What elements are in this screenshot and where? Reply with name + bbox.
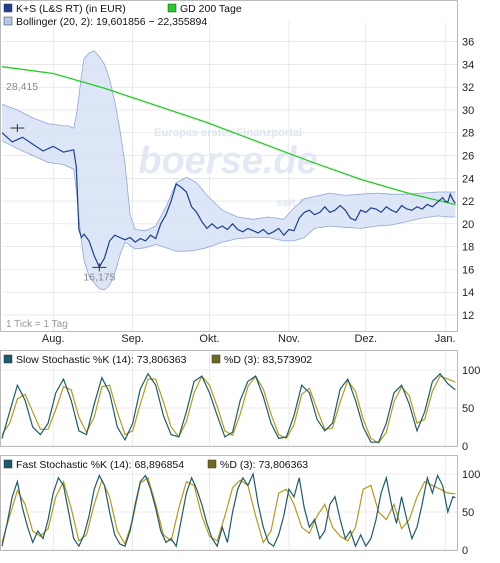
y-tick-label: 32 [462,82,474,94]
y-tick-label: 18 [462,242,474,254]
stoch-d-line [1,476,456,546]
y-tick-label: 30 [462,105,474,117]
y-tick-label: 20 [462,219,474,231]
fast-stochastic-panel: 0 50 100 Fast Stochastic %K (14): 68,89685… [0,455,480,557]
slow-k-legend-swatch [3,354,13,364]
panel-border [0,350,458,447]
y-tick-label: 12 [462,310,474,322]
watermark-brand: boerse.de [138,140,318,182]
y-tick-label: 22 [462,196,474,208]
fast-k-legend-swatch [3,459,13,469]
fast-d-legend-swatch [207,459,217,469]
bollinger-legend-swatch [3,16,13,26]
y-tick-label: 100 [462,365,480,377]
stoch-d-line [1,374,456,444]
fast-k-legend-label: Fast Stochastic %K (14): 68,896854 [16,459,184,471]
y-tick-label: 50 [462,403,474,415]
watermark: Europas erstes Finanzportal boerse.de se… [138,127,324,209]
y-tick-label: 36 [462,37,474,49]
y-tick-label: 34 [462,59,474,71]
x-tick-label: Okt. [199,333,219,345]
y-tick-label: 0 [462,545,468,557]
high-label: 28,415 [6,81,38,93]
y-tick-label: 14 [462,287,474,299]
y-tick-label: 16 [462,264,474,276]
bollinger-legend-label: Bollinger (20, 2): 19,601856 − 22,355894 [16,16,207,28]
slow-stochastic-panel: 0 50 100 Slow Stochastic %K (14): 73,80636… [0,350,480,453]
slow-d-legend-label: %D (3): 83,573902 [224,354,312,366]
slow-k-legend-label: Slow Stochastic %K (14): 73,806363 [16,354,187,366]
y-tick-label: 24 [462,173,474,185]
price-panel-border [0,0,458,332]
x-tick-label: Sep. [121,333,144,345]
stoch-k-line [1,471,456,548]
gd200-legend-swatch [167,3,177,13]
price-legend-swatch [3,3,13,13]
low-label: 16,175 [83,271,115,283]
watermark-tagline: Europas erstes Finanzportal [154,127,302,139]
y-tick-label: 50 [462,507,474,519]
tick-note: 1 Tick = 1 Tag [6,319,68,330]
x-tick-label: Nov. [278,333,300,345]
stoch-k-line [1,372,456,443]
y-tick-label: 28 [462,128,474,140]
price-legend-label: K+S (L&S RT) (in EUR) [16,3,126,15]
y-tick-label: 26 [462,151,474,163]
bollinger-band-fill [2,50,456,290]
x-tick-label: Aug. [42,333,65,345]
panel-border [0,455,458,551]
price-line [1,132,456,269]
bollinger-upper-line [1,50,456,232]
x-tick-label: Dez. [354,333,377,345]
fast-d-legend-label: %D (3): 73,806363 [220,459,308,471]
slow-d-legend-swatch [211,354,221,364]
gd200-line [1,66,456,206]
price-panel: Europas erstes Finanzportal boerse.de se… [0,0,475,345]
y-tick-label: 100 [462,469,480,481]
gd200-legend-label: GD 200 Tage [180,3,242,15]
y-tick-label: 0 [462,441,468,453]
x-tick-label: Jan. [435,333,456,345]
